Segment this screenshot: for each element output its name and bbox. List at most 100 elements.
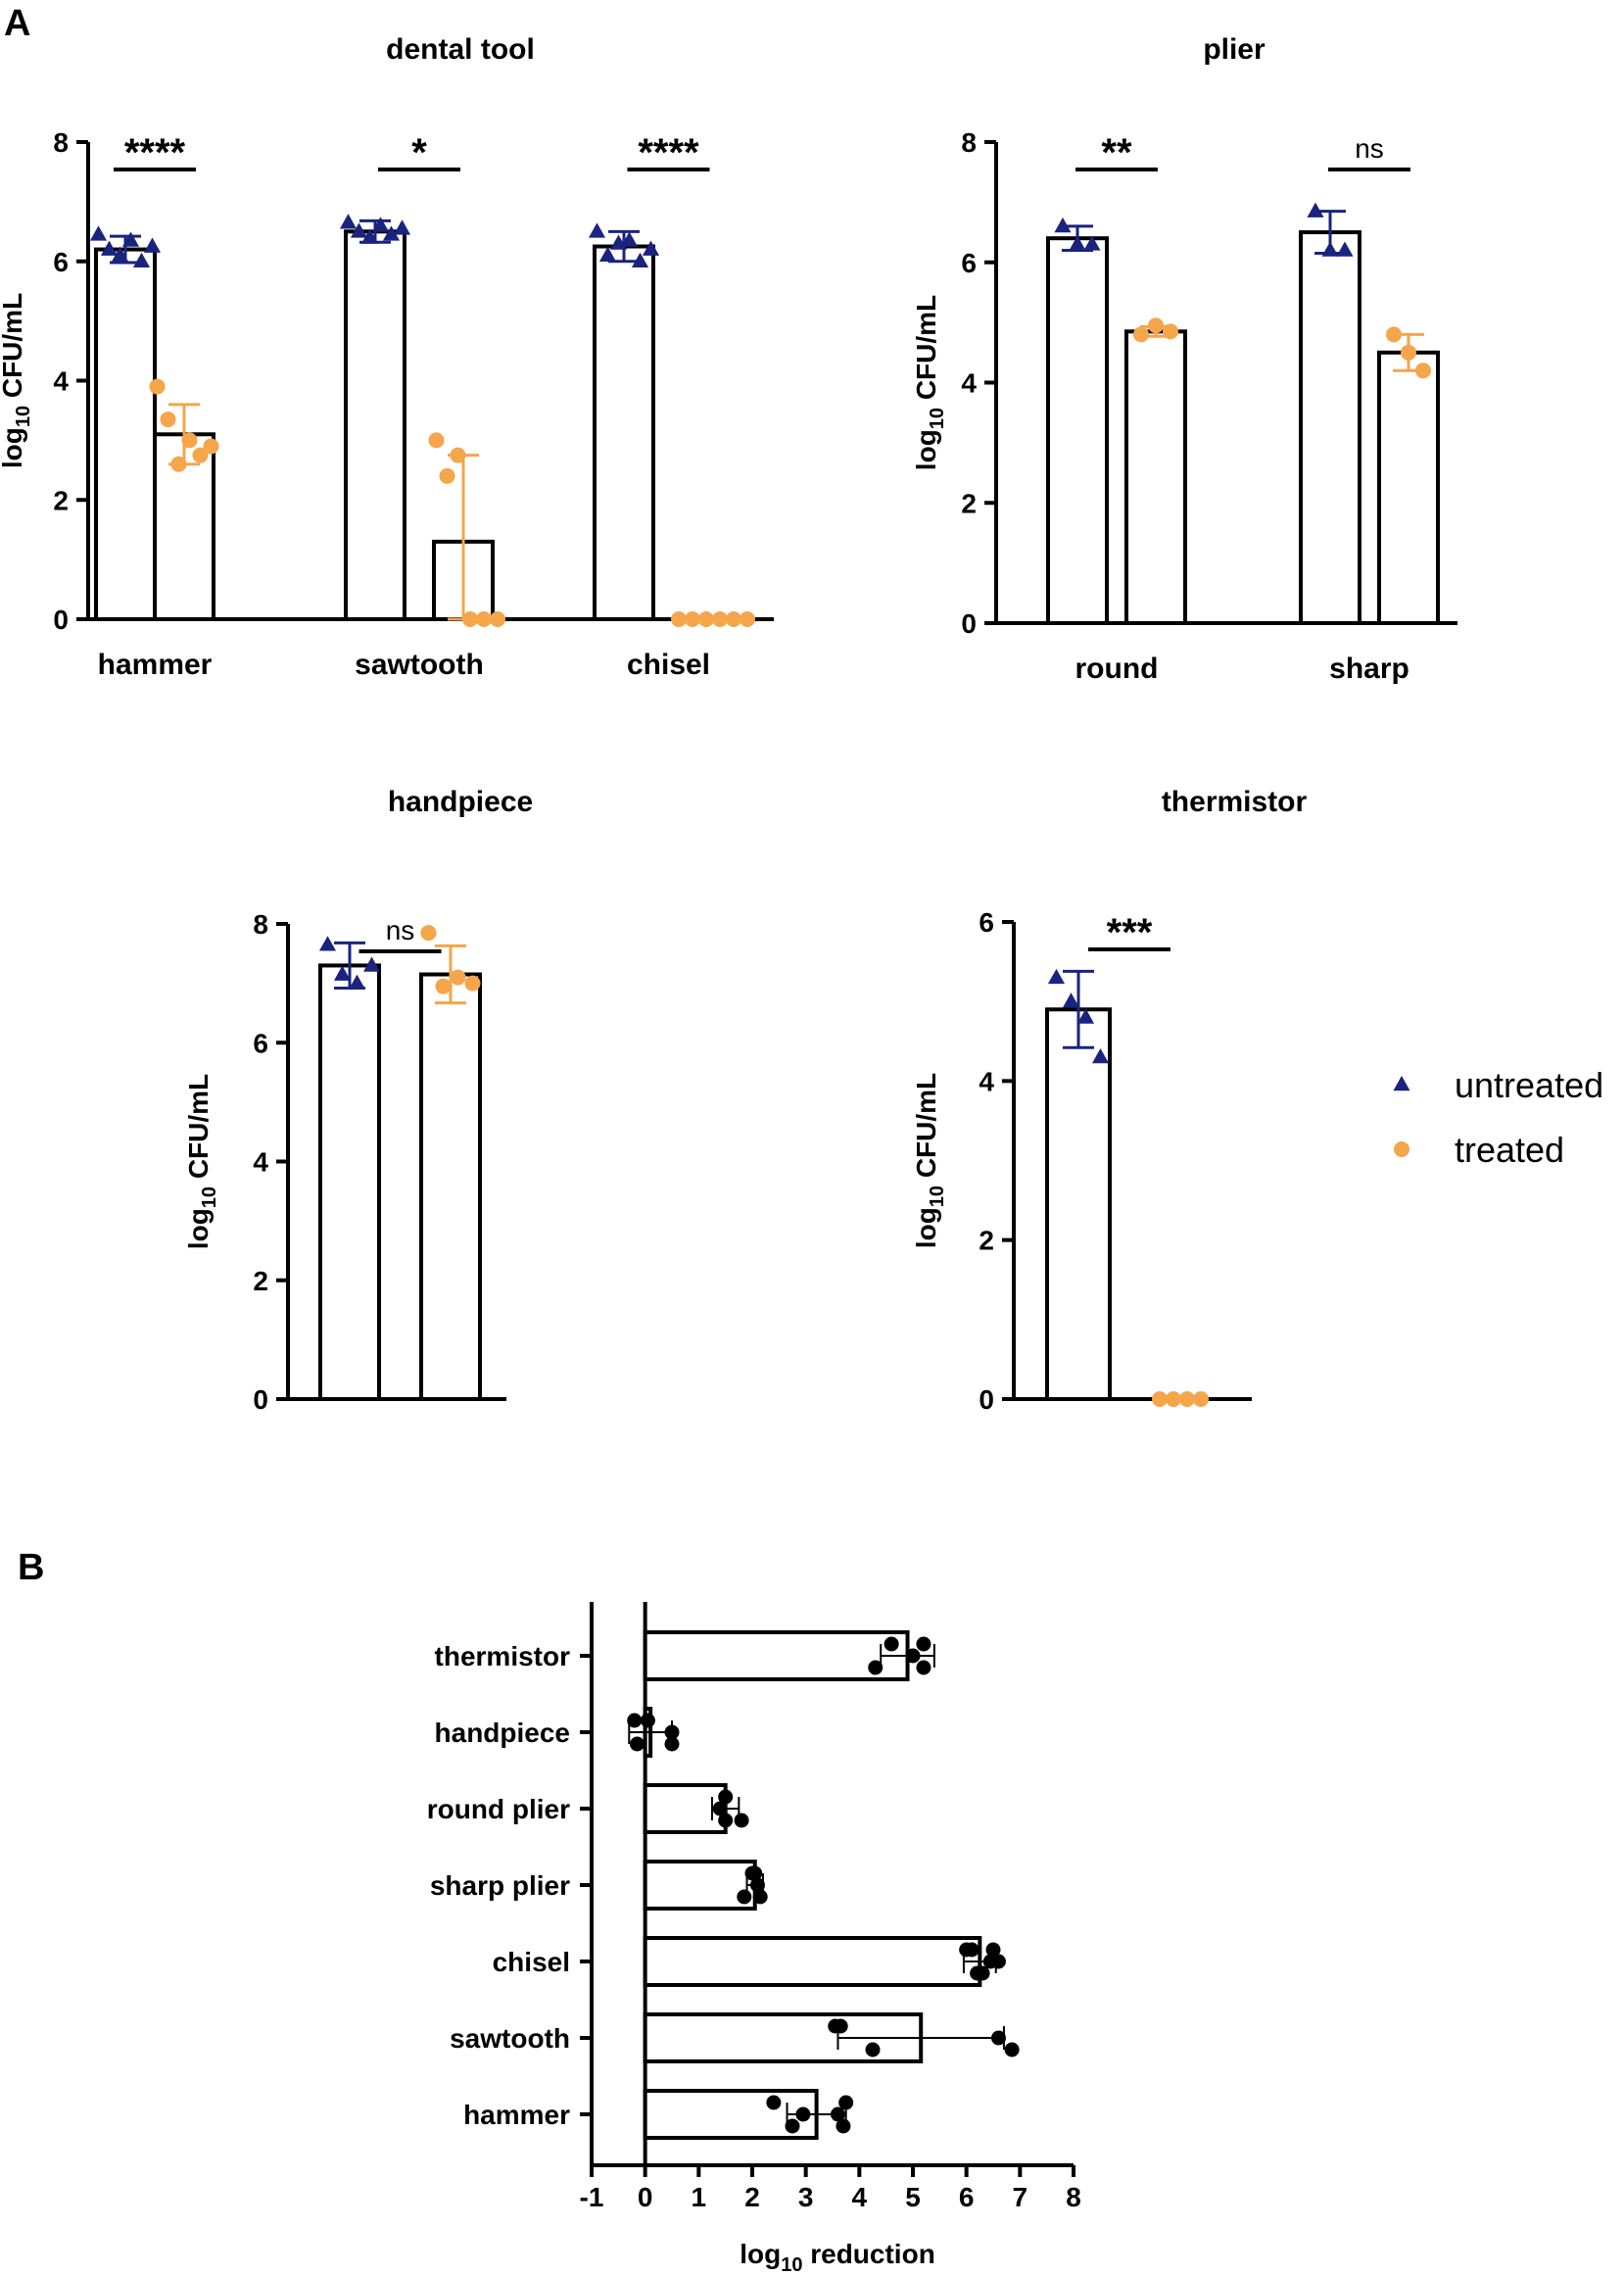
y-tick-label: 6 — [961, 248, 977, 278]
point-treated — [1415, 363, 1431, 379]
point-treated — [149, 378, 166, 395]
data-point — [836, 2118, 851, 2134]
point-treated — [170, 456, 187, 472]
category-label: sharp — [1329, 653, 1409, 685]
y-tick-label: 6 — [53, 247, 69, 277]
legend: untreated treated — [1393, 1065, 1603, 1170]
point-untreated — [588, 222, 606, 238]
significance-label: *** — [1107, 911, 1153, 954]
bar-untreated — [593, 244, 655, 621]
bar-untreated — [1046, 236, 1109, 625]
point-untreated — [121, 231, 140, 247]
point-treated — [671, 611, 687, 627]
point-treated — [740, 611, 755, 627]
y-tick-label: 8 — [53, 127, 69, 158]
data-point — [718, 1813, 734, 1828]
point-untreated — [339, 214, 358, 229]
data-point — [970, 1965, 985, 1981]
data-point — [990, 2030, 1006, 2046]
point-treated — [1133, 326, 1149, 343]
data-point — [718, 1789, 734, 1805]
point-untreated — [1336, 241, 1354, 257]
legend-treated-label: treated — [1455, 1130, 1564, 1170]
data-point — [664, 1724, 680, 1740]
chart-dental-tool: dental tool log10 CFU/mL 0 2 4 6 8 **** hammer * s… — [0, 33, 774, 681]
chart-plier: plier log10 CFU/mL 0 2 4 6 8 ** round ns sharp — [911, 33, 1457, 685]
point-untreated — [1062, 992, 1080, 1008]
y-tick-label: 2 — [979, 1226, 994, 1256]
data-point — [629, 1736, 645, 1752]
bar-untreated — [318, 963, 381, 1401]
category-label: hammer — [98, 649, 213, 681]
point-treated — [1193, 1391, 1209, 1407]
point-treated — [181, 432, 198, 449]
x-tick-label: 5 — [905, 2182, 921, 2212]
data-point — [785, 2118, 800, 2134]
y-tick-label: 6 — [979, 907, 994, 938]
category-label: sawtooth — [355, 649, 484, 681]
point-treated — [1163, 323, 1178, 340]
point-untreated — [350, 222, 368, 238]
data-point — [830, 2106, 845, 2122]
point-untreated — [100, 240, 119, 256]
legend-untreated-marker — [1393, 1076, 1410, 1091]
category-label: hammer — [463, 2100, 570, 2130]
y-tick-label: 4 — [979, 1066, 994, 1096]
point-treated — [428, 432, 445, 449]
chart-title: thermistor — [1162, 786, 1308, 818]
point-untreated — [360, 228, 379, 244]
data-point — [744, 1865, 760, 1881]
data-point — [868, 1660, 884, 1675]
point-untreated — [1091, 1047, 1110, 1064]
point-treated — [685, 611, 700, 627]
data-point — [766, 2095, 782, 2110]
y-axis-label: log10 CFU/mL — [911, 295, 948, 470]
point-treated — [712, 611, 728, 627]
y-tick-label: 2 — [253, 1266, 268, 1296]
point-treated — [450, 447, 466, 463]
point-treated — [1401, 344, 1416, 361]
data-point — [734, 1813, 749, 1828]
point-untreated — [1321, 241, 1339, 257]
bar-treated — [419, 972, 482, 1401]
x-tick-label: 2 — [744, 2182, 760, 2212]
x-tick-label: 8 — [1066, 2182, 1081, 2212]
point-untreated — [620, 231, 639, 247]
point-untreated — [1307, 202, 1324, 218]
point-untreated — [318, 936, 337, 951]
point-untreated — [1069, 235, 1086, 251]
data-point — [905, 1648, 921, 1664]
point-treated — [1152, 1391, 1168, 1407]
y-axis-label: log10 CFU/mL — [0, 293, 34, 468]
point-untreated — [89, 225, 108, 241]
point-untreated — [631, 252, 649, 268]
panel-label-a: A — [4, 3, 30, 44]
point-untreated — [132, 252, 151, 268]
y-tick-label: 0 — [961, 608, 977, 639]
y-tick-label: 0 — [979, 1384, 994, 1415]
bar — [643, 1860, 757, 1911]
point-untreated — [111, 246, 129, 262]
point-treated — [698, 611, 714, 627]
data-point — [964, 1942, 979, 1958]
category-label: chisel — [493, 1947, 570, 1977]
y-tick-label: 6 — [253, 1028, 268, 1058]
point-treated — [490, 611, 505, 627]
point-treated — [203, 438, 219, 455]
chart-title: handpiece — [388, 786, 533, 818]
y-tick-label: 4 — [961, 368, 977, 399]
point-untreated — [1076, 1008, 1095, 1024]
point-untreated — [333, 965, 352, 981]
significance-label: ns — [1355, 133, 1384, 164]
point-untreated — [371, 217, 390, 232]
x-tick-label: 0 — [638, 2182, 653, 2212]
y-tick-label: 2 — [53, 485, 69, 515]
bar-untreated — [94, 247, 157, 621]
point-treated — [435, 978, 452, 994]
point-untreated — [1083, 235, 1101, 251]
category-label: round plier — [427, 1794, 570, 1824]
data-point — [916, 1636, 931, 1652]
data-point — [1004, 2042, 1020, 2057]
chart-title: dental tool — [386, 33, 535, 66]
